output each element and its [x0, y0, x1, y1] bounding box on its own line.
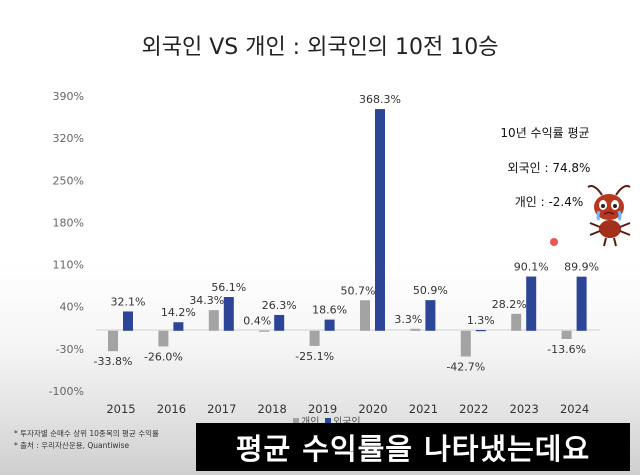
label-foreign-2023: 90.1% [514, 261, 549, 274]
label-foreign-2020: 368.3% [359, 93, 401, 106]
bar-individual-2016 [158, 330, 169, 347]
bar-foreign-2019 [324, 319, 335, 331]
label-individual-2023: 28.2% [492, 298, 527, 311]
y-tick-label: 390% [53, 90, 84, 103]
x-tick-label: 2022 [459, 402, 488, 416]
legend-swatch-individual [293, 418, 299, 425]
y-tick-label: 250% [53, 174, 84, 187]
footnotes: * 투자자별 순매수 상위 10종목의 평균 수익률 * 출처 : 우리자산운용… [14, 428, 159, 452]
x-tick-label: 2023 [510, 402, 539, 416]
label-foreign-2021: 50.9% [413, 284, 448, 297]
x-tick-label: 2016 [157, 402, 186, 416]
bar-individual-2022 [460, 330, 471, 357]
label-individual-2024: -13.6% [547, 343, 586, 356]
x-tick-label: 2017 [207, 402, 236, 416]
label-foreign-2018: 26.3% [262, 299, 297, 312]
pointer-dot-icon [550, 238, 558, 246]
label-foreign-2022: 1.3% [467, 314, 495, 327]
bar-foreign-2024 [576, 276, 587, 331]
legend-swatch-foreign [325, 418, 331, 425]
y-tick-label: 180% [53, 216, 84, 229]
bar-individual-2017 [208, 310, 219, 331]
bar-individual-2023 [511, 313, 522, 331]
bar-foreign-2022 [475, 330, 486, 332]
footnote-line-2: * 출처 : 우리자산운용, Quantiwise [14, 441, 130, 450]
x-tick-label: 2019 [308, 402, 337, 416]
bar-foreign-2016 [173, 322, 184, 331]
x-tick-label: 2018 [258, 402, 287, 416]
video-subtitle: 평균 수익률을 나타냈는데요 [196, 423, 630, 471]
bar-foreign-2017 [223, 297, 234, 331]
y-tick-label: 40% [60, 301, 84, 314]
y-tick-label: 320% [53, 132, 84, 145]
label-foreign-2019: 18.6% [312, 304, 347, 317]
label-foreign-2016: 14.2% [161, 306, 196, 319]
chart-title: 외국인 VS 개인 : 외국인의 10전 10승 [141, 35, 498, 60]
x-tick-label: 2020 [358, 402, 387, 416]
label-individual-2017: 34.3% [189, 294, 224, 307]
label-individual-2022: -42.7% [446, 361, 485, 374]
y-tick-label: -100% [49, 385, 84, 398]
label-individual-2021: 3.3% [394, 313, 422, 326]
label-foreign-2015: 32.1% [111, 295, 146, 308]
label-foreign-2017: 56.1% [211, 281, 246, 294]
bar-individual-2024 [561, 330, 572, 339]
bar-individual-2015 [108, 330, 118, 352]
x-tick-label: 2024 [560, 402, 589, 416]
y-tick-label: -30% [56, 343, 84, 356]
bar-individual-2019 [309, 330, 320, 346]
summary-individual: 개인 : -2.4% [515, 195, 584, 209]
y-tick-label: 110% [53, 259, 84, 272]
label-individual-2020: 50.7% [341, 284, 376, 297]
summary-title: 10년 수익률 평균 [500, 126, 589, 140]
label-individual-2019: -25.1% [295, 350, 334, 363]
bar-individual-2021 [410, 328, 421, 331]
bar-individual-2020 [360, 300, 370, 331]
bar-individual-2018 [259, 330, 270, 332]
label-individual-2015: -33.8% [94, 355, 133, 368]
subtitle-text: 평균 수익률을 나타냈는데요 [235, 432, 591, 466]
bar-foreign-2023 [526, 276, 537, 331]
crying-ant-icon [587, 185, 631, 247]
bar-foreign-2020 [375, 109, 385, 331]
summary-foreign: 외국인 : 74.8% [508, 161, 591, 175]
bar-foreign-2021 [425, 300, 436, 331]
bar-foreign-2015 [123, 311, 133, 331]
x-tick-label: 2015 [106, 402, 135, 416]
label-individual-2018: 0.4% [243, 315, 271, 328]
label-individual-2016: -26.0% [144, 350, 183, 363]
label-foreign-2024: 89.9% [564, 261, 599, 274]
x-tick-label: 2021 [409, 402, 438, 416]
bar-foreign-2018 [274, 314, 285, 331]
footnote-line-1: * 투자자별 순매수 상위 10종목의 평균 수익률 [14, 429, 159, 438]
